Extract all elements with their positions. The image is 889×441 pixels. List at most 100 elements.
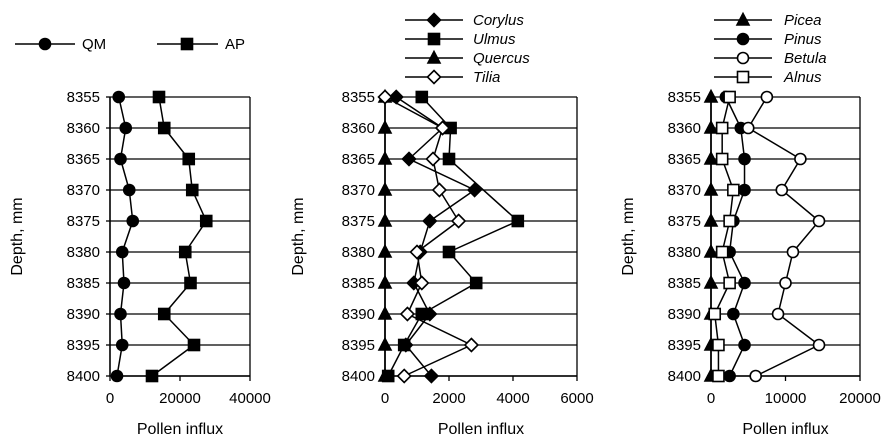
series-alnus bbox=[708, 90, 740, 383]
data-point-alnus bbox=[715, 245, 729, 259]
data-point-pinus bbox=[738, 152, 751, 166]
y-tick-label: 8400 bbox=[342, 368, 375, 385]
data-point-pinus bbox=[727, 307, 740, 321]
data-point-alnus bbox=[708, 307, 722, 321]
x-axis-label: Pollen influx bbox=[438, 421, 524, 438]
data-point-qm bbox=[115, 338, 129, 352]
data-point-picea bbox=[703, 274, 719, 289]
y-tick-label: 8390 bbox=[67, 306, 100, 323]
data-point-quercus bbox=[377, 181, 393, 196]
data-point-betula bbox=[749, 369, 763, 383]
series-line-pinus bbox=[725, 96, 746, 377]
data-point-qm bbox=[126, 214, 140, 228]
legend-label: Corylus bbox=[473, 12, 524, 29]
data-point-betula bbox=[786, 245, 800, 259]
data-point-quercus bbox=[377, 212, 393, 227]
legend-marker-tilia bbox=[426, 69, 442, 85]
legend: Picea Pinus Betula Alnus bbox=[714, 11, 827, 86]
y-tick-label: 8395 bbox=[342, 337, 375, 354]
data-point-pinus bbox=[723, 369, 736, 383]
data-point-betula bbox=[771, 307, 785, 321]
data-point-quercus bbox=[377, 336, 393, 351]
data-point-qm bbox=[110, 369, 124, 383]
data-point-tilia bbox=[414, 275, 430, 291]
legend-label: QM bbox=[82, 36, 106, 53]
y-tick-label: 8355 bbox=[67, 89, 100, 106]
y-tick-label: 8360 bbox=[668, 120, 701, 137]
y-axis-label: Depth, mm bbox=[620, 197, 637, 275]
y-tick-label: 8385 bbox=[668, 275, 701, 292]
y-tick-label: 8355 bbox=[668, 89, 701, 106]
y-tick-label: 8390 bbox=[668, 306, 701, 323]
data-point-alnus bbox=[723, 214, 736, 228]
legend-marker-alnus bbox=[736, 70, 750, 84]
x-tick-label: 6000 bbox=[560, 390, 593, 407]
x-axis-label: Pollen influx bbox=[742, 421, 828, 438]
data-point-tilia bbox=[434, 120, 451, 136]
y-axis-label: Depth, mm bbox=[290, 197, 307, 275]
legend-marker-qm bbox=[38, 37, 52, 51]
data-point-tilia bbox=[463, 337, 480, 353]
y-tick-label: 8400 bbox=[668, 368, 701, 385]
data-point-qm bbox=[115, 245, 129, 259]
data-point-qm bbox=[114, 152, 127, 166]
data-point-alnus bbox=[715, 152, 729, 166]
legend-label: Ulmus bbox=[473, 31, 516, 48]
x-tick-label: 20000 bbox=[159, 390, 201, 407]
data-point-tilia bbox=[431, 182, 448, 198]
data-point-betula bbox=[775, 183, 789, 197]
data-point-quercus bbox=[377, 119, 393, 134]
data-point-corylus bbox=[422, 213, 438, 229]
series-quercus bbox=[377, 88, 393, 382]
y-tick-label: 8365 bbox=[668, 151, 701, 168]
x-tick-label: 4000 bbox=[496, 390, 529, 407]
data-point-tilia bbox=[396, 368, 412, 384]
data-point-ulmus bbox=[415, 90, 429, 104]
series-ulmus bbox=[381, 90, 525, 383]
data-point-tilia bbox=[425, 151, 441, 167]
y-tick-label: 8360 bbox=[342, 120, 375, 137]
y-tick-label: 8375 bbox=[342, 213, 375, 230]
y-tick-label: 8380 bbox=[67, 244, 100, 261]
chart-panel-2: 8355 8360 8365 8370 8375 8380 8385 8390 8395 8400… bbox=[290, 12, 594, 438]
data-point-ap bbox=[184, 276, 197, 290]
data-point-betula bbox=[779, 276, 792, 290]
data-point-qm bbox=[122, 183, 136, 197]
data-point-picea bbox=[703, 88, 719, 103]
series-qm bbox=[110, 90, 140, 383]
series-line-tilia bbox=[384, 96, 474, 377]
data-point-betula bbox=[794, 152, 807, 166]
data-point-picea bbox=[703, 212, 719, 227]
y-tick-label: 8375 bbox=[67, 213, 100, 230]
series-picea bbox=[703, 88, 719, 382]
data-point-quercus bbox=[377, 243, 393, 258]
legend-label: AP bbox=[225, 36, 245, 53]
data-point-ulmus bbox=[469, 276, 483, 290]
legend-marker-quercus bbox=[426, 49, 442, 64]
data-point-ap bbox=[182, 152, 196, 166]
legend-label: Alnus bbox=[783, 69, 822, 86]
data-point-alnus bbox=[712, 338, 725, 352]
data-point-ap bbox=[185, 183, 199, 197]
data-point-quercus bbox=[377, 150, 393, 165]
data-point-ap bbox=[178, 245, 192, 259]
legend-marker-ulmus bbox=[427, 32, 441, 46]
data-point-qm bbox=[117, 276, 131, 290]
chart-panel-1: 8355 8360 8365 8370 8375 8380 8385 8390 8395 8400… bbox=[9, 36, 271, 438]
y-tick-label: 8395 bbox=[668, 337, 701, 354]
y-tick-label: 8400 bbox=[67, 368, 100, 385]
y-tick-label: 8390 bbox=[342, 306, 375, 323]
legend-label: Pinus bbox=[784, 31, 822, 48]
legend-marker-picea bbox=[735, 11, 751, 26]
data-point-corylus bbox=[466, 182, 483, 198]
data-point-ulmus bbox=[397, 338, 411, 352]
y-tick-label: 8375 bbox=[668, 213, 701, 230]
data-point-pinus bbox=[738, 276, 751, 290]
legend-marker-betula bbox=[736, 51, 750, 65]
data-point-picea bbox=[703, 119, 719, 134]
series-line-corylus bbox=[395, 96, 477, 377]
legend-label: Quercus bbox=[473, 50, 530, 67]
legend: QM AP bbox=[15, 36, 245, 53]
data-point-corylus bbox=[423, 368, 440, 384]
data-point-qm bbox=[112, 90, 126, 104]
